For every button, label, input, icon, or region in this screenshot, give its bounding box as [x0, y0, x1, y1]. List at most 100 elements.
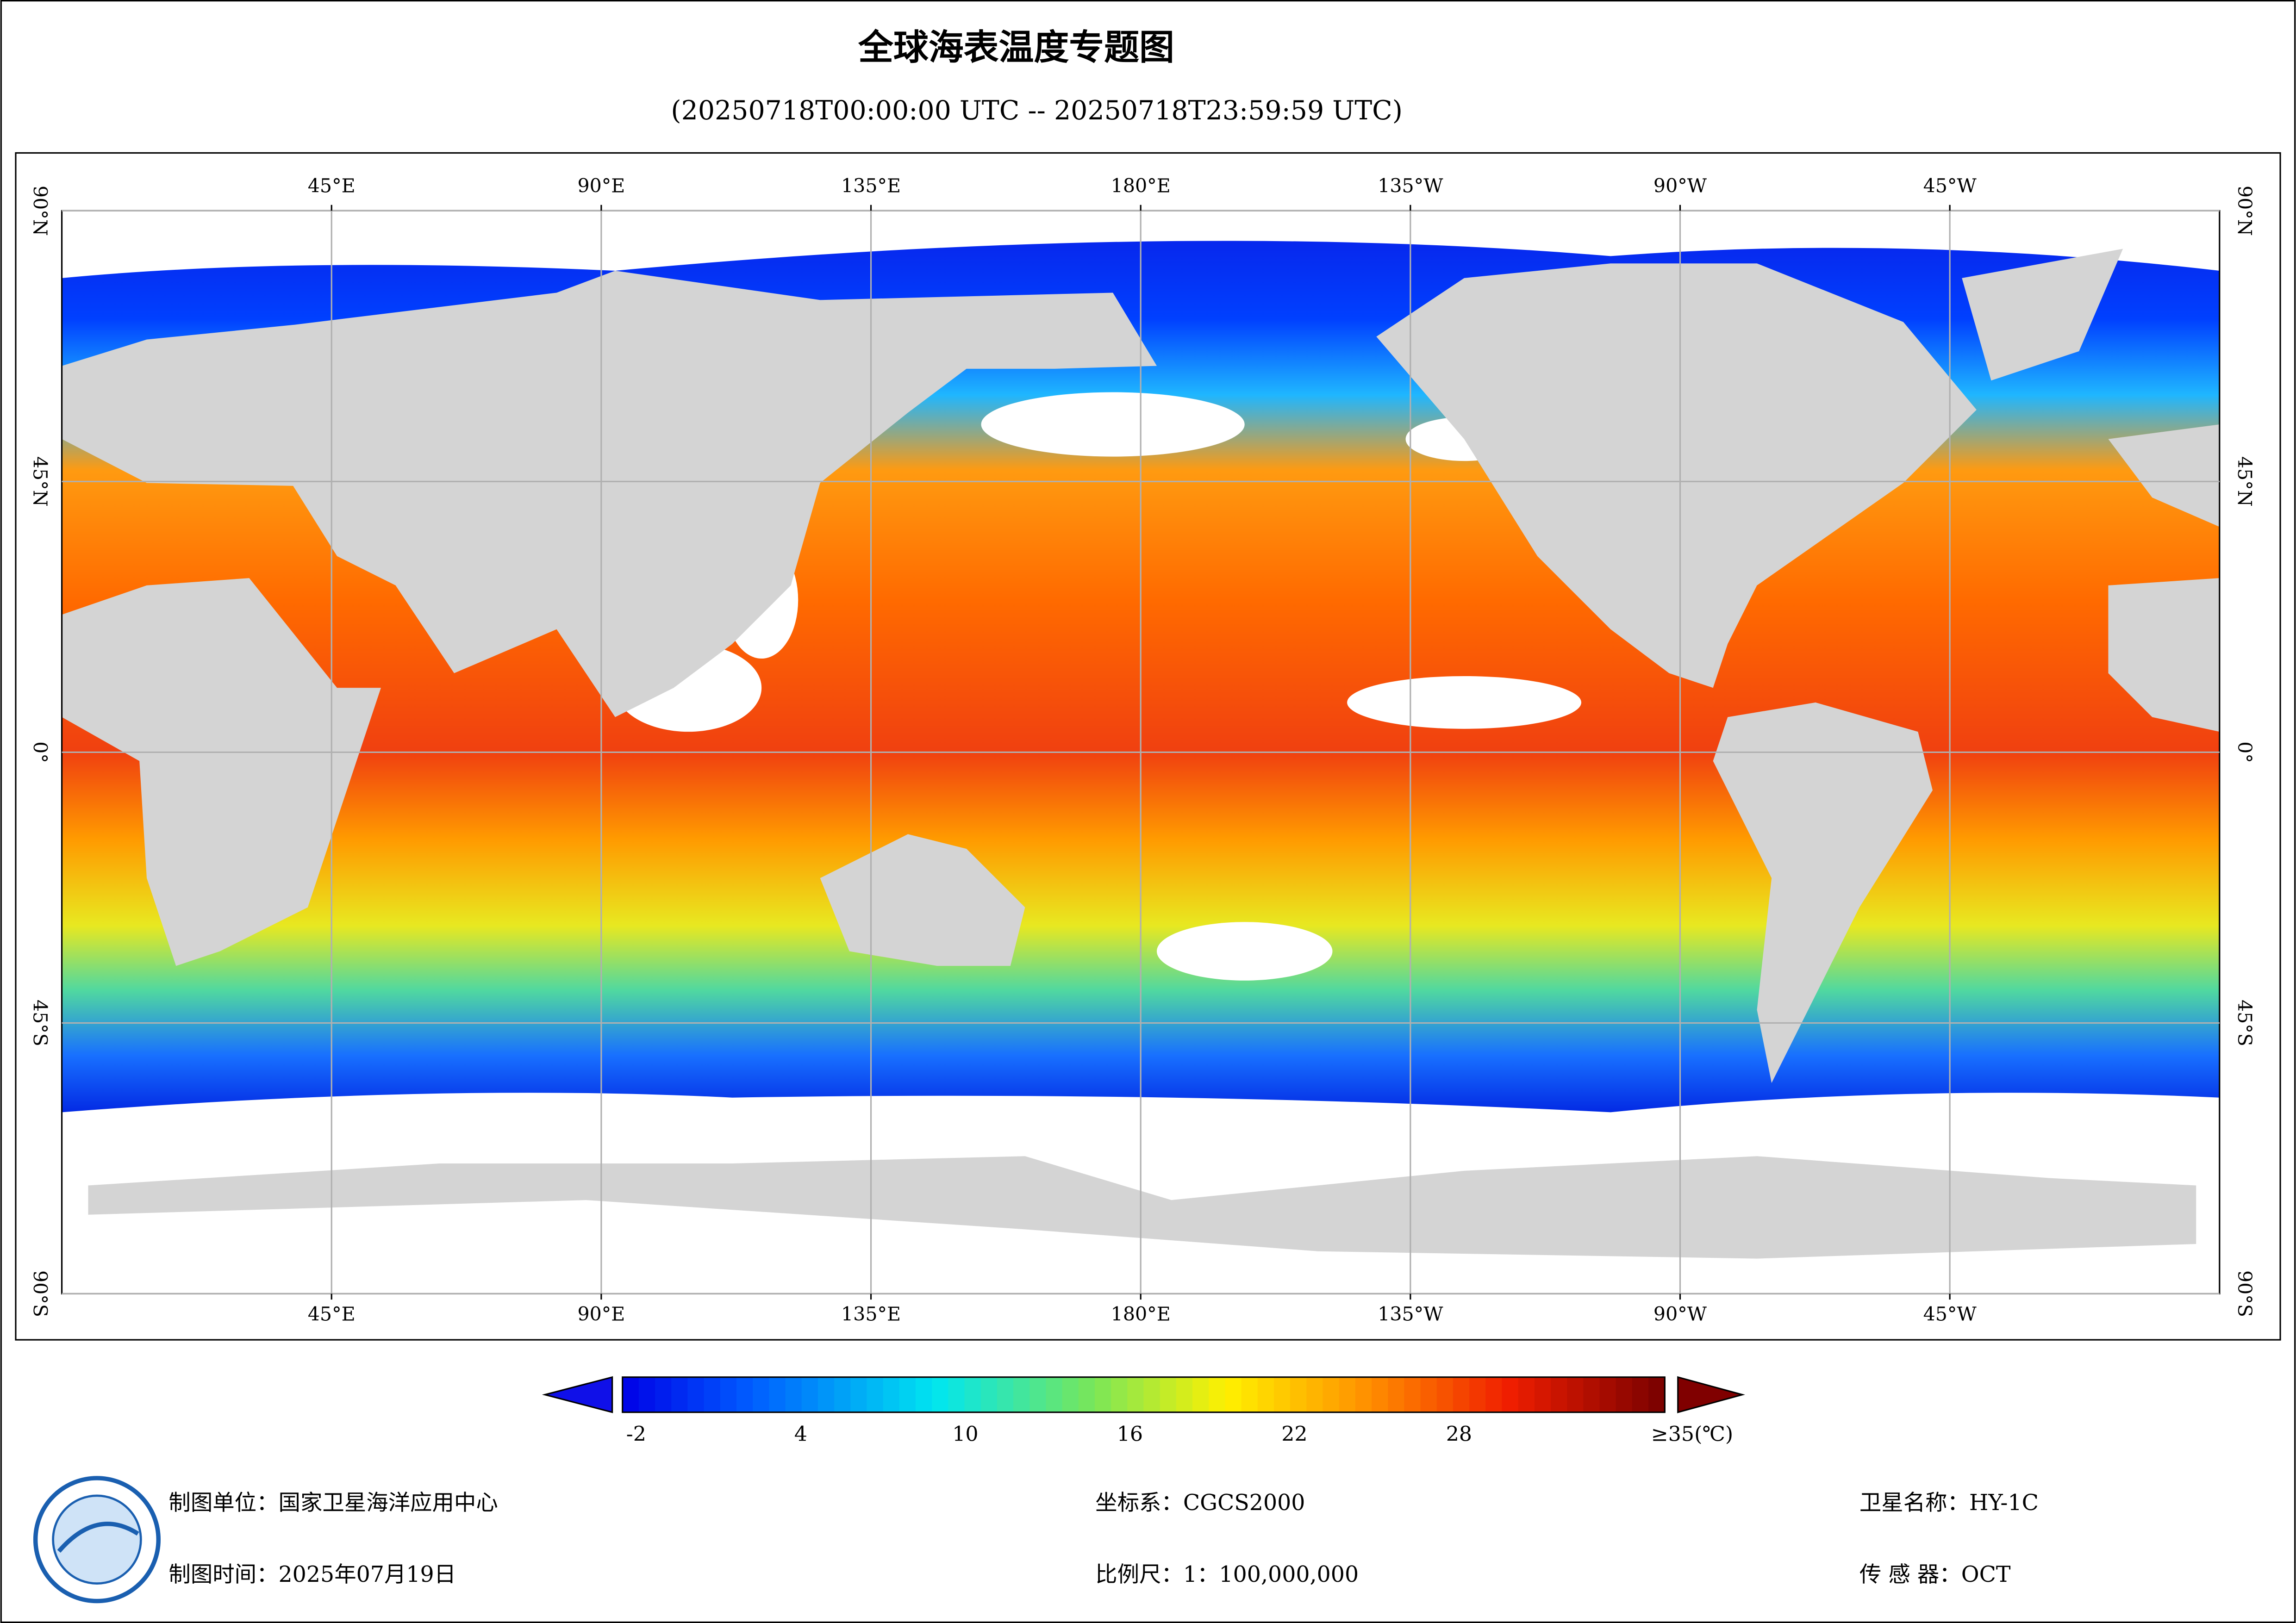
lon-tick-label: 90°E: [577, 1303, 625, 1325]
colorbar-step: [1046, 1377, 1063, 1412]
lon-tick-label: 135°E: [841, 174, 901, 197]
colorbar-step: [1143, 1377, 1161, 1412]
footer-text: 制图时间：2025年07月19日: [168, 1562, 456, 1587]
colorbar-step: [1355, 1377, 1373, 1412]
colorbar-step: [1632, 1377, 1649, 1412]
colorbar-tick-label: 10: [952, 1423, 978, 1446]
colorbar-step: [671, 1377, 689, 1412]
colorbar-step: [1502, 1377, 1519, 1412]
colorbar-step: [1339, 1377, 1356, 1412]
colorbar-step: [1176, 1377, 1193, 1412]
colorbar-step: [1306, 1377, 1324, 1412]
colorbar-step: [753, 1377, 770, 1412]
lon-tick-label: 135°E: [841, 1303, 901, 1325]
lon-tick-label: 90°W: [1653, 174, 1707, 197]
footer-text: 传 感 器：OCT: [1859, 1562, 2011, 1587]
lat-tick-label: 45°N: [29, 456, 51, 507]
colorbar-step: [1518, 1377, 1535, 1412]
colorbar-tick-label: 4: [794, 1423, 807, 1446]
map-frame: [15, 152, 2281, 1341]
colorbar-step: [687, 1377, 705, 1412]
colorbar-step: [899, 1377, 917, 1412]
lon-tick-label: 45°W: [1923, 174, 1977, 197]
subtitle: (20250718T00:00:00 UTC -- 20250718T23:59…: [671, 95, 1402, 126]
colorbar-step: [1029, 1377, 1047, 1412]
colorbar-step: [720, 1377, 737, 1412]
colorbar-step: [1420, 1377, 1438, 1412]
lon-tick-label: 180°E: [1111, 1303, 1171, 1325]
colorbar-step: [1372, 1377, 1389, 1412]
colorbar-step: [1567, 1377, 1584, 1412]
colorbar-step: [1094, 1377, 1112, 1412]
colorbar-step: [817, 1377, 835, 1412]
lat-tick-label: 45°S: [29, 1000, 51, 1046]
colorbar-step: [964, 1377, 982, 1412]
colorbar-step: [1241, 1377, 1259, 1412]
colorbar-step: [655, 1377, 672, 1412]
colorbar-step: [769, 1377, 786, 1412]
lon-tick-label: 135°W: [1378, 1303, 1443, 1325]
colorbar-high-arrow: [1677, 1376, 1745, 1413]
colorbar-step: [1160, 1377, 1177, 1412]
lat-tick-label: 45°S: [2234, 1000, 2256, 1046]
colorbar-step: [1436, 1377, 1454, 1412]
footer-text: 坐标系：CGCS2000: [1095, 1490, 1305, 1516]
colorbar-step: [1599, 1377, 1617, 1412]
colorbar-low-arrow: [542, 1376, 613, 1413]
colorbar-step: [1273, 1377, 1291, 1412]
colorbar-step: [1062, 1377, 1079, 1412]
colorbar-step: [1111, 1377, 1128, 1412]
footer-text: 制图单位：国家卫星海洋应用中心: [168, 1490, 498, 1516]
colorbar-step: [834, 1377, 851, 1412]
colorbar-tick-label: 22: [1281, 1423, 1307, 1446]
colorbar-step: [704, 1377, 721, 1412]
colorbar-step: [1534, 1377, 1552, 1412]
colorbar-step: [1323, 1377, 1340, 1412]
colorbar-border: [622, 1376, 1666, 1413]
lon-tick-label: 135°W: [1378, 174, 1443, 197]
colorbar-step: [1257, 1377, 1275, 1412]
colorbar-tick-label: -2: [626, 1423, 646, 1446]
footer-text: 比例尺：1：100,000,000: [1095, 1562, 1359, 1587]
footer-text: 卫星名称：HY-1C: [1859, 1490, 2039, 1516]
colorbar: [542, 1376, 1745, 1413]
lon-tick-label: 45°E: [308, 174, 356, 197]
colorbar-step: [1225, 1377, 1242, 1412]
colorbar-step: [1127, 1377, 1145, 1412]
lon-tick-label: 180°E: [1111, 174, 1171, 197]
lon-tick-label: 45°W: [1923, 1303, 1977, 1325]
lon-tick-label: 90°W: [1653, 1303, 1707, 1325]
colorbar-step: [1616, 1377, 1633, 1412]
colorbar-step: [1388, 1377, 1405, 1412]
title: 全球海表温度专题图: [858, 27, 1174, 68]
land: [62, 249, 2220, 1259]
colorbar-step: [867, 1377, 884, 1412]
colorbar-step: [1469, 1377, 1486, 1412]
lon-tick-label: 45°E: [308, 1303, 356, 1325]
lat-tick-label: 45°N: [2234, 456, 2256, 507]
colorbar-step: [1648, 1377, 1666, 1412]
colorbar-step: [850, 1377, 868, 1412]
colorbar-step: [997, 1377, 1014, 1412]
colorbar-step: [1551, 1377, 1568, 1412]
colorbar-step: [622, 1377, 640, 1412]
colorbar-step: [1404, 1377, 1422, 1412]
lat-tick-label: 0°: [29, 741, 51, 763]
lat-tick-label: 90°S: [29, 1270, 51, 1317]
lat-tick-label: 90°S: [2234, 1270, 2256, 1317]
colorbar-step: [915, 1377, 933, 1412]
colorbar-step: [948, 1377, 966, 1412]
colorbar-step: [1209, 1377, 1226, 1412]
colorbar-step: [736, 1377, 754, 1412]
colorbar-step: [1290, 1377, 1307, 1412]
colorbar-step: [1485, 1377, 1503, 1412]
colorbar-step: [638, 1377, 656, 1412]
colorbar-step: [932, 1377, 949, 1412]
colorbar-step: [801, 1377, 819, 1412]
colorbar-tick-label: ≥35(℃): [1651, 1423, 1733, 1446]
lon-tick-label: 90°E: [577, 174, 625, 197]
colorbar-step: [1192, 1377, 1210, 1412]
colorbar-step: [883, 1377, 900, 1412]
